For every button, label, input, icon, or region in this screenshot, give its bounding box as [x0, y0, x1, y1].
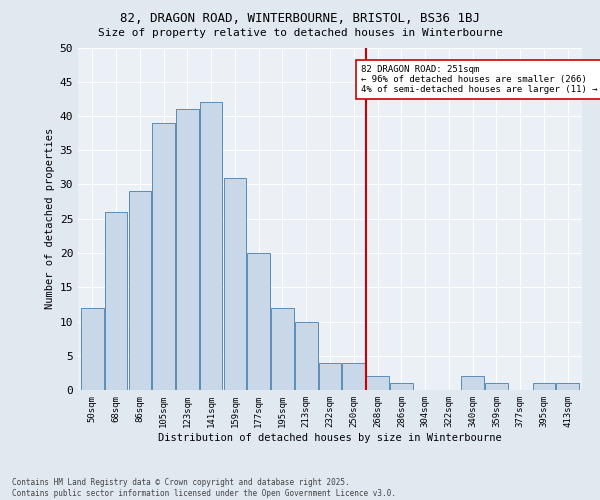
Bar [247, 253, 270, 390]
Bar [152, 123, 175, 390]
Bar [485, 383, 508, 390]
X-axis label: Distribution of detached houses by size in Winterbourne: Distribution of detached houses by size … [158, 432, 502, 442]
Bar [295, 322, 317, 390]
Bar [128, 192, 151, 390]
Bar [461, 376, 484, 390]
Bar [176, 109, 199, 390]
Bar [366, 376, 389, 390]
Bar [533, 383, 555, 390]
Text: Size of property relative to detached houses in Winterbourne: Size of property relative to detached ho… [97, 28, 503, 38]
Y-axis label: Number of detached properties: Number of detached properties [46, 128, 55, 310]
Text: 82, DRAGON ROAD, WINTERBOURNE, BRISTOL, BS36 1BJ: 82, DRAGON ROAD, WINTERBOURNE, BRISTOL, … [120, 12, 480, 26]
Bar [390, 383, 413, 390]
Text: Contains HM Land Registry data © Crown copyright and database right 2025.
Contai: Contains HM Land Registry data © Crown c… [12, 478, 396, 498]
Bar [271, 308, 294, 390]
Bar [105, 212, 127, 390]
Bar [343, 362, 365, 390]
Bar [556, 383, 579, 390]
Bar [319, 362, 341, 390]
Bar [200, 102, 223, 390]
Bar [81, 308, 104, 390]
Text: 82 DRAGON ROAD: 251sqm
← 96% of detached houses are smaller (266)
4% of semi-det: 82 DRAGON ROAD: 251sqm ← 96% of detached… [361, 64, 598, 94]
Bar [224, 178, 246, 390]
